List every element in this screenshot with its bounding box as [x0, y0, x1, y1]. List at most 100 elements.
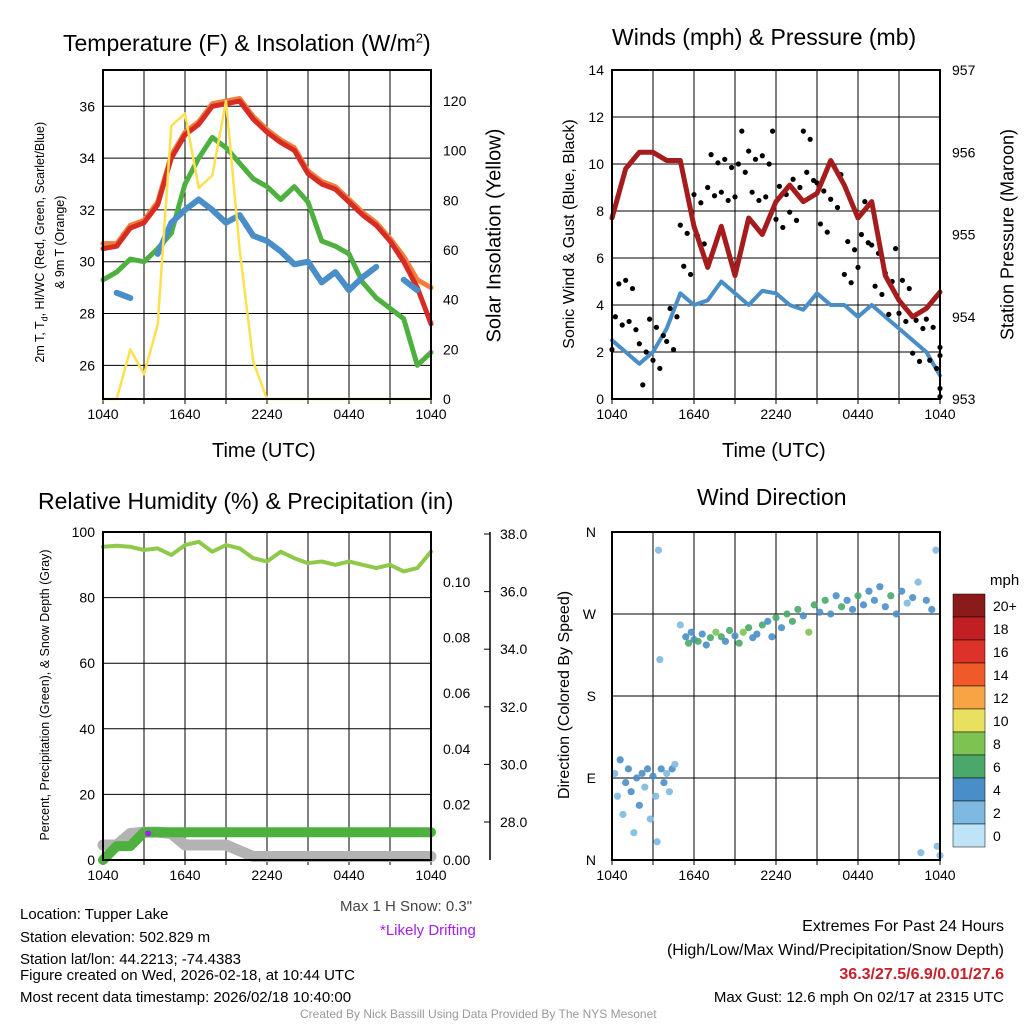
direction-point [682, 633, 690, 641]
colorbar-box [952, 662, 986, 687]
x-tick-label: 1640 [678, 867, 709, 883]
direction-point [624, 765, 633, 773]
gust-point [742, 169, 748, 175]
direction-point [622, 778, 630, 787]
gust-point [701, 241, 707, 247]
y-tick-label: 953 [952, 391, 976, 407]
gust-point [698, 200, 704, 206]
direction-point [698, 630, 706, 638]
gust-point [793, 217, 800, 223]
series-precipitation [98, 827, 436, 865]
gust-point [657, 365, 663, 372]
x-tick-label: 0440 [333, 406, 364, 422]
chart1-xlabel: Time (UTC) [212, 440, 316, 462]
y-tick-label: 4 [596, 297, 604, 313]
direction-point [663, 769, 671, 778]
y-tick-label: 100 [72, 524, 96, 540]
y-tick-label: 956 [952, 144, 976, 160]
gust-point [886, 311, 892, 317]
colorbar-box [952, 616, 986, 641]
gust-point [879, 291, 885, 298]
gust-point [821, 188, 827, 194]
gust-point [807, 136, 813, 142]
gust-point [824, 229, 830, 235]
gust-point [715, 160, 721, 166]
colorbar-box [952, 800, 986, 825]
colorbar-label: 6 [993, 759, 1001, 775]
direction-point [721, 637, 730, 645]
direction-point [783, 610, 791, 618]
gust-point [930, 324, 936, 330]
drifting-marker [145, 830, 152, 837]
colorbar-label: 18 [993, 621, 1009, 637]
max-snow: Max 1 H Snow: 0.3" [340, 898, 473, 915]
y-tick-label: 0.10 [443, 574, 470, 590]
gust-point [913, 317, 919, 323]
colorbar-box [952, 731, 986, 756]
gust-point [705, 184, 711, 191]
direction-point [887, 592, 895, 600]
gust-point [858, 231, 865, 238]
direction-point [821, 596, 829, 604]
x-tick-label: 1040 [87, 406, 118, 422]
gust-point [855, 264, 861, 270]
x-tick-label: 2240 [251, 406, 282, 422]
gust-point [862, 199, 868, 205]
y-tick-label: 0.00 [443, 852, 470, 868]
gust-point [773, 216, 779, 222]
gust-point [674, 314, 680, 320]
series-rh [101, 539, 433, 574]
ylabel-part: & 9m T (Orange) [52, 195, 67, 289]
direction-point [932, 546, 940, 554]
direction-point [827, 610, 835, 618]
gust-point [780, 224, 786, 231]
y-tick-label: 0.06 [443, 685, 470, 701]
y-tick-label: 26 [79, 357, 95, 373]
gust-point [790, 176, 796, 182]
gust-point [896, 310, 902, 316]
direction-point [646, 815, 654, 823]
direction-point [712, 628, 720, 636]
x-tick-label: 1040 [87, 867, 118, 883]
x-tick-label: 0440 [333, 867, 364, 883]
location: Location: Tupper Lake [20, 906, 169, 923]
gust-point [776, 183, 783, 189]
direction-point [739, 628, 747, 636]
y-tick-label: 32 [79, 202, 95, 218]
y-tick-label: 60 [79, 655, 95, 671]
gust-point [746, 148, 752, 154]
gust-point [903, 318, 909, 325]
direction-point [702, 641, 710, 649]
direction-point [865, 587, 873, 595]
x-tick-label: 1040 [924, 867, 955, 883]
direction-point [656, 655, 664, 664]
credit: Created By Nick Bassill Using Data Provi… [300, 1007, 657, 1021]
chart1-ylabel-right: Solar Insolation (Yellow) [483, 128, 506, 343]
colorbar-box [952, 754, 986, 779]
colorbar-label: 0 [993, 828, 1001, 844]
y-tick-label: 80 [443, 192, 459, 208]
direction-point [854, 592, 862, 600]
chart4-title: Wind Direction [697, 484, 847, 510]
direction-point [694, 637, 702, 645]
direction-point [788, 617, 797, 625]
y-tick-label: 0 [443, 391, 451, 407]
gust-point [834, 204, 841, 211]
direction-point [909, 594, 917, 602]
y-tick-label: 14 [588, 62, 604, 78]
extremes-values: 36.3/27.5/6.9/0.01/27.6 [839, 966, 1004, 983]
gust-point [916, 358, 923, 364]
direction-point [641, 783, 649, 791]
chart1-title-end: ) [423, 30, 431, 56]
gust-point [646, 316, 653, 322]
chart1-title-text: Temperature (F) & Insolation (W/m [63, 30, 416, 56]
direction-point [627, 788, 635, 796]
gust-point [787, 209, 793, 215]
direction-point [805, 628, 813, 636]
gust-point [769, 128, 776, 134]
chart2-xlabel: Time (UTC) [722, 440, 826, 462]
y-tick-label: N [586, 524, 596, 540]
y-tick-label: 0 [87, 852, 95, 868]
y-tick-label: 40 [443, 292, 459, 308]
gust-point [660, 332, 666, 339]
